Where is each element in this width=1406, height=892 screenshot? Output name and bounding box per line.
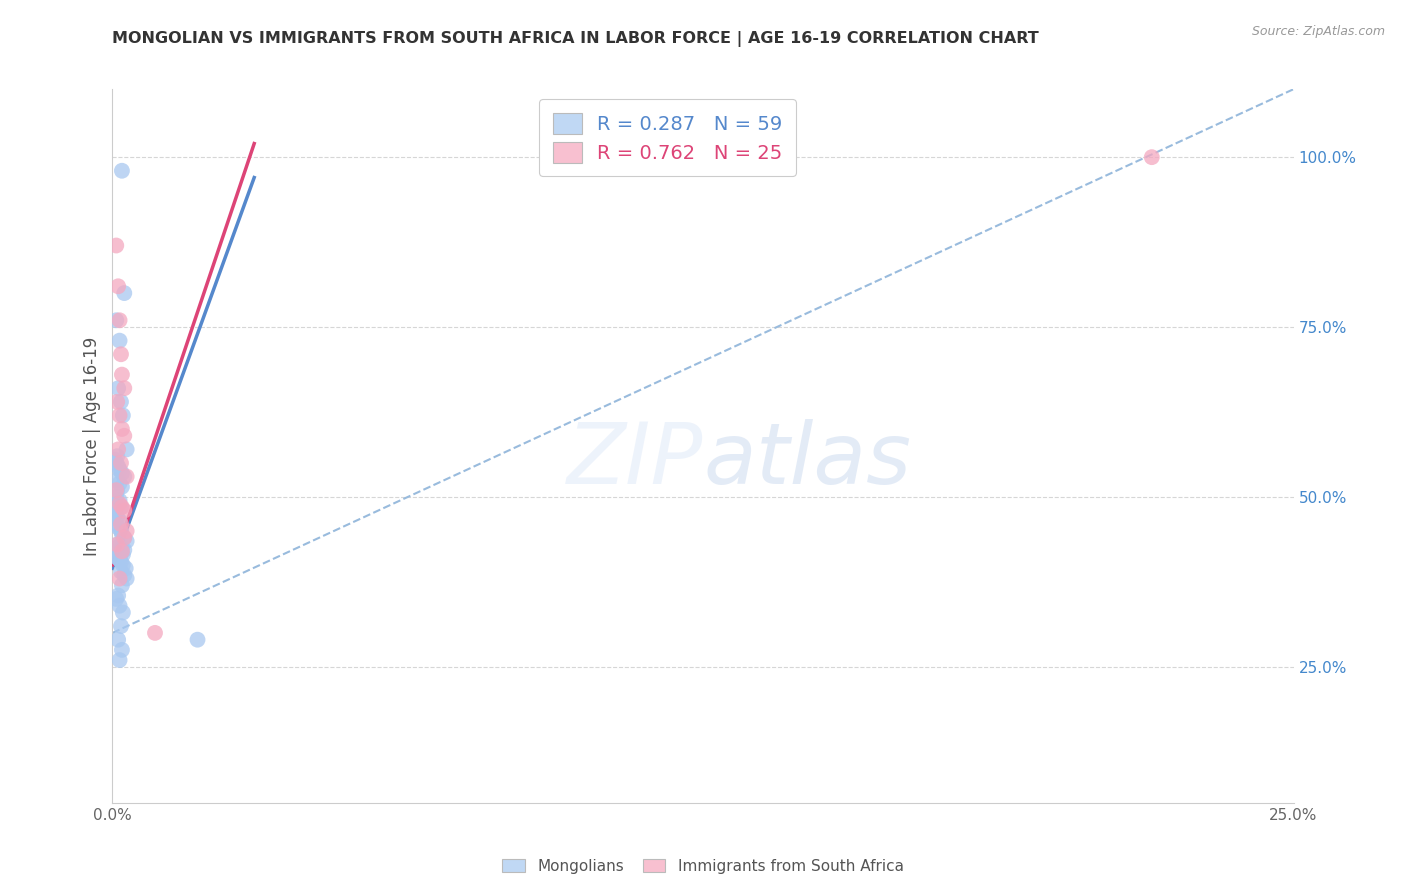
Point [112,568,135,582]
Point [107,459,129,474]
Point [108,313,131,327]
Point [107,497,129,511]
Point [108,497,131,511]
Point [112,531,135,545]
Point [105,503,128,517]
Point [108,463,131,477]
Point [112,543,135,558]
Point [111,541,134,555]
Point [110,394,132,409]
Point [104,452,127,467]
Point [114,561,136,575]
Point [111,548,134,562]
Y-axis label: In Labor Force | Age 16-19: In Labor Force | Age 16-19 [83,336,101,556]
Point [108,334,131,348]
Text: atlas: atlas [703,418,911,502]
Point [108,493,131,508]
Point [111,527,134,541]
Point [107,520,129,534]
Legend: R = 0.287   N = 59, R = 0.762   N = 25: R = 0.287 N = 59, R = 0.762 N = 25 [538,99,796,177]
Point [110,500,132,515]
Point [108,552,131,566]
Point [108,572,131,586]
Point [105,537,128,551]
Point [111,368,134,382]
Point [105,238,128,252]
Text: MONGOLIAN VS IMMIGRANTS FROM SOUTH AFRICA IN LABOR FORCE | AGE 16-19 CORRELATION: MONGOLIAN VS IMMIGRANTS FROM SOUTH AFRIC… [112,31,1039,47]
Point [112,531,135,545]
Point [111,643,134,657]
Point [107,381,129,395]
Point [105,490,128,504]
Text: ZIP: ZIP [567,418,703,502]
Point [105,537,128,551]
Point [107,442,129,457]
Point [112,469,135,483]
Point [107,632,129,647]
Point [107,551,129,566]
Point [110,555,132,569]
Point [110,546,132,560]
Point [105,473,128,487]
Point [105,510,128,524]
Point [110,524,132,538]
Point [111,544,134,558]
Point [111,500,134,515]
Point [108,539,131,553]
Point [186,632,208,647]
Point [110,565,132,579]
Point [110,619,132,633]
Point [105,313,128,327]
Point [105,549,128,564]
Point [115,524,138,538]
Point [105,483,128,498]
Text: Source: ZipAtlas.com: Source: ZipAtlas.com [1251,25,1385,38]
Point [108,514,131,528]
Point [105,449,128,463]
Point [105,456,128,470]
Point [107,589,129,603]
Point [111,466,134,480]
Point [107,279,129,293]
Point [105,517,128,532]
Point [115,572,138,586]
Point [1140,150,1163,164]
Point [110,517,132,532]
Point [108,476,131,491]
Point [143,626,166,640]
Point [111,409,134,423]
Point [112,503,135,517]
Point [105,483,128,498]
Point [115,442,138,457]
Point [108,653,131,667]
Point [108,409,131,423]
Point [110,347,132,361]
Legend: Mongolians, Immigrants from South Africa: Mongolians, Immigrants from South Africa [496,853,910,880]
Point [110,456,132,470]
Point [115,534,138,549]
Point [104,507,127,521]
Point [105,591,128,606]
Point [115,469,138,483]
Point [108,599,131,613]
Point [111,163,134,178]
Point [111,578,134,592]
Point [111,422,134,436]
Point [107,544,129,558]
Point [112,286,135,301]
Point [111,480,134,494]
Point [111,558,134,572]
Point [111,606,134,620]
Point [112,381,135,395]
Point [112,429,135,443]
Point [105,394,128,409]
